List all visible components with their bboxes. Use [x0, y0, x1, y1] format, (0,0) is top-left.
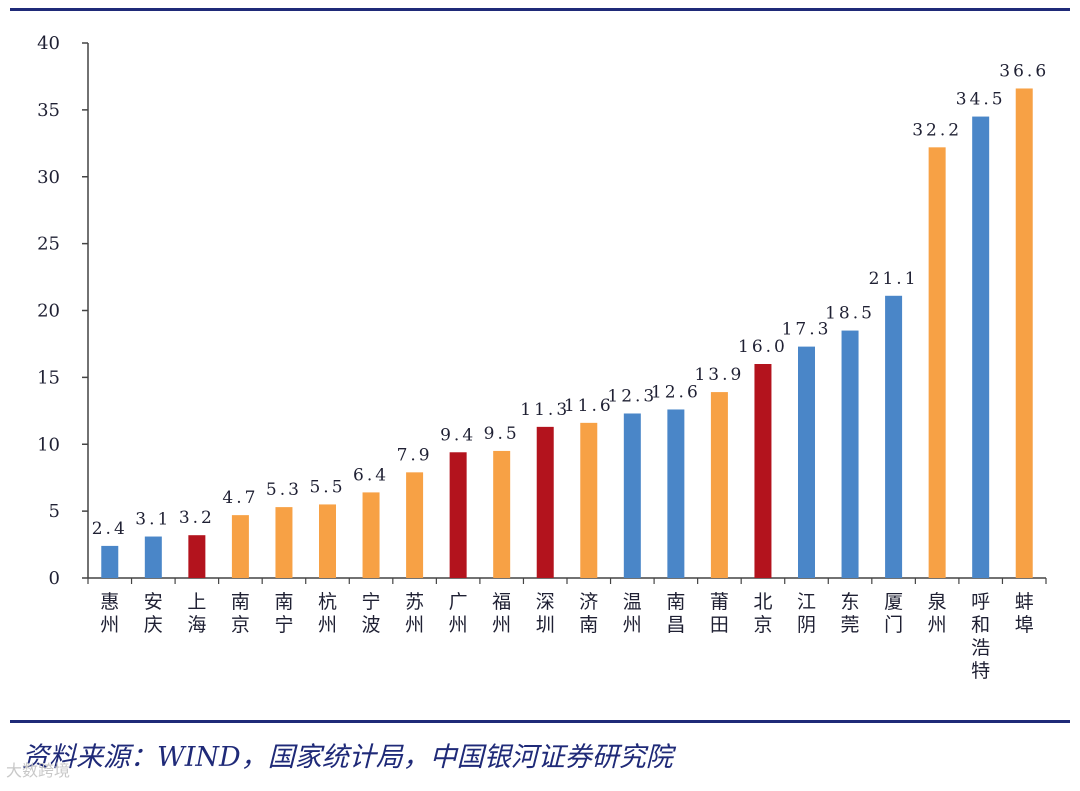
category-label-16: 江阴: [797, 591, 816, 636]
x-axis: [87, 577, 1047, 584]
bar-16: [798, 346, 815, 578]
data-label-5: 5.5: [309, 477, 345, 497]
category-labels: 惠州安庆上海南京南宁杭州宁波苏州广州福州深圳济南温州南昌莆田北京江阴东莞厦门泉州…: [100, 591, 1033, 682]
data-label-14: 13.9: [694, 365, 744, 385]
data-label-15: 16.0: [738, 337, 788, 357]
category-label-21: 蚌埠: [1015, 591, 1034, 636]
bar-14: [710, 392, 728, 578]
y-tick-label: 30: [37, 167, 60, 188]
y-tick-label: 20: [37, 301, 60, 322]
category-label-2: 上海: [187, 591, 206, 636]
bar-12: [623, 413, 641, 578]
bar-15: [754, 364, 772, 578]
data-label-0: 2.4: [92, 519, 128, 539]
bottom-rule: [10, 720, 1070, 723]
y-tick-label: 25: [37, 234, 60, 255]
data-label-12: 12.3: [607, 386, 657, 406]
category-label-10: 深圳: [536, 591, 555, 636]
y-tick-label: 40: [37, 33, 60, 54]
bar-19: [928, 147, 946, 578]
category-label-8: 广州: [449, 591, 468, 636]
bar-21: [1015, 88, 1033, 578]
bar-6: [362, 492, 380, 578]
category-label-15: 北京: [753, 591, 772, 636]
category-label-18: 厦门: [884, 591, 903, 636]
bar-5: [319, 504, 336, 578]
bar-4: [275, 507, 293, 578]
category-label-19: 泉州: [928, 591, 947, 636]
data-label-20: 34.5: [956, 90, 1006, 110]
bar-11: [580, 422, 598, 578]
category-label-9: 福州: [492, 591, 511, 636]
data-label-11: 11.6: [564, 396, 614, 416]
data-label-7: 7.9: [397, 445, 433, 465]
y-tick-label: 0: [49, 568, 60, 589]
category-label-5: 杭州: [318, 591, 337, 636]
category-label-14: 莆田: [710, 591, 729, 636]
data-label-6: 6.4: [353, 465, 389, 485]
category-label-7: 苏州: [405, 591, 424, 636]
category-label-6: 宁波: [362, 591, 381, 636]
bar-17: [841, 330, 859, 578]
bar-0: [101, 545, 119, 578]
bar-7: [406, 472, 424, 578]
data-label-3: 4.7: [222, 488, 258, 508]
category-label-12: 温州: [623, 591, 642, 636]
data-label-2: 3.2: [179, 508, 215, 528]
bar-9: [493, 450, 511, 578]
data-label-9: 9.5: [484, 424, 520, 444]
bar-3: [231, 515, 249, 578]
data-label-19: 32.2: [912, 120, 962, 140]
y-tick-label: 10: [37, 434, 60, 455]
y-tick-label: 35: [37, 100, 60, 121]
category-label-3: 南京: [231, 591, 250, 636]
category-label-4: 南宁: [274, 591, 293, 636]
watermark: 大数跨境: [6, 761, 71, 780]
category-label-13: 南昌: [666, 591, 685, 636]
data-label-21: 36.6: [999, 61, 1049, 81]
category-label-0: 惠州: [100, 591, 119, 636]
category-label-11: 济南: [579, 591, 598, 636]
bars: [101, 88, 1033, 578]
y-tick-label: 15: [37, 367, 60, 388]
data-label-8: 9.4: [440, 425, 476, 445]
bar-10: [536, 426, 554, 578]
bar-8: [449, 452, 467, 578]
data-label-17: 18.5: [825, 304, 875, 324]
bar-13: [667, 409, 685, 578]
bar-20: [972, 116, 990, 578]
category-label-1: 安庆: [144, 591, 163, 636]
data-label-10: 11.3: [520, 400, 570, 420]
bar-2: [188, 535, 206, 578]
source-note: 资料来源：WIND，国家统计局，中国银河证券研究院: [22, 742, 673, 773]
data-labels: 2.4 3.1 3.24.7 5.3 5.56.47.99.4 9.511.311.612…: [92, 61, 1049, 539]
y-tick-label: 5: [49, 501, 60, 522]
top-rule: [10, 8, 1070, 11]
data-label-1: 3.1: [135, 510, 171, 530]
data-label-16: 17.3: [782, 320, 832, 340]
y-axis: 0 5 10 15 20 25 30 35 40: [37, 33, 89, 589]
bar-1: [144, 536, 162, 578]
category-label-20: 呼和浩特: [971, 591, 990, 682]
data-label-18: 21.1: [869, 269, 919, 289]
category-label-17: 东莞: [841, 591, 860, 636]
data-label-4: 5.3: [266, 480, 302, 500]
bar-chart: 0 5 10 15 20 25 30 35 40 2.4 3.1 3.2 4.7 5.3 5.5 6.4 7.…: [37, 33, 1049, 682]
data-label-13: 12.6: [651, 382, 701, 402]
bar-18: [885, 295, 903, 578]
